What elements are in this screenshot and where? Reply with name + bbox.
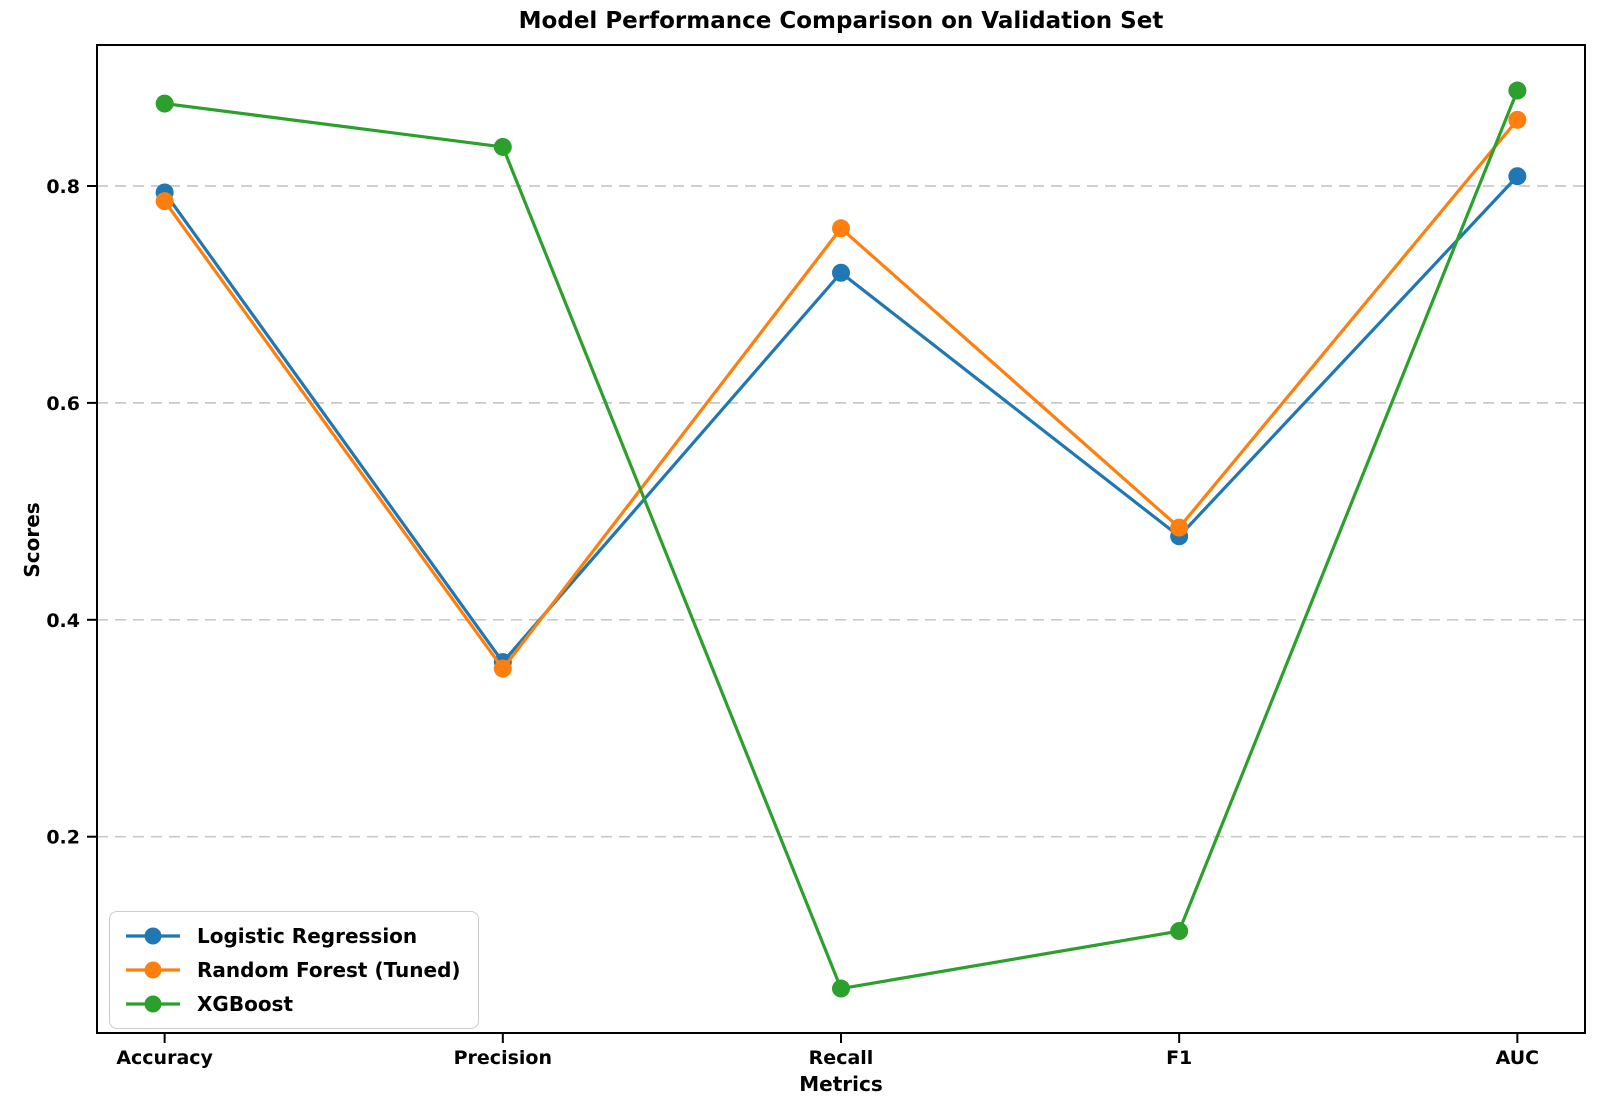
x-tick-label: Precision [454,1047,552,1069]
data-point-random-forest-tuned [1170,518,1189,537]
legend-item-xgboost: XGBoost [124,990,461,1018]
data-point-xgboost [155,94,174,113]
legend-line-marker-icon [126,961,180,979]
legend-item-logistic-regression: Logistic Regression [124,922,461,950]
data-point-xgboost [1508,81,1527,100]
x-tick-label: Recall [809,1047,874,1069]
x-tick-label: Accuracy [116,1047,213,1069]
data-point-random-forest-tuned [832,219,850,238]
plot-frame [96,44,1586,1034]
legend-label: XGBoost [197,992,294,1016]
data-point-xgboost [493,137,512,156]
x-axis-label: Metrics [799,1072,883,1096]
data-point-random-forest-tuned [155,192,174,211]
data-point-random-forest-tuned [493,659,512,678]
legend-line-marker-icon [126,927,180,945]
chart-title: Model Performance Comparison on Validati… [518,8,1164,34]
legend: Logistic Regression Random Forest (Tuned)… [109,911,479,1029]
y-axis-label: Scores [20,502,44,578]
data-point-xgboost [1170,922,1189,941]
data-point-xgboost [832,979,850,998]
y-tick-label: 0.4 [46,610,80,632]
data-point-logistic-regression [1508,167,1527,186]
data-point-logistic-regression [832,263,850,282]
y-tick-label: 0.8 [46,176,80,198]
data-point-random-forest-tuned [1508,110,1527,129]
legend-label: Random Forest (Tuned) [197,958,461,982]
x-tick-label: F1 [1166,1047,1192,1069]
series-line-logistic-regression [163,174,1519,664]
legend-line-marker-icon [126,995,180,1013]
x-tick-label: AUC [1496,1047,1540,1069]
y-tick-label: 0.2 [46,827,80,849]
y-tick-label: 0.6 [46,393,80,415]
legend-label: Logistic Regression [197,924,418,948]
legend-item-random-forest-tuned: Random Forest (Tuned) [124,956,461,984]
